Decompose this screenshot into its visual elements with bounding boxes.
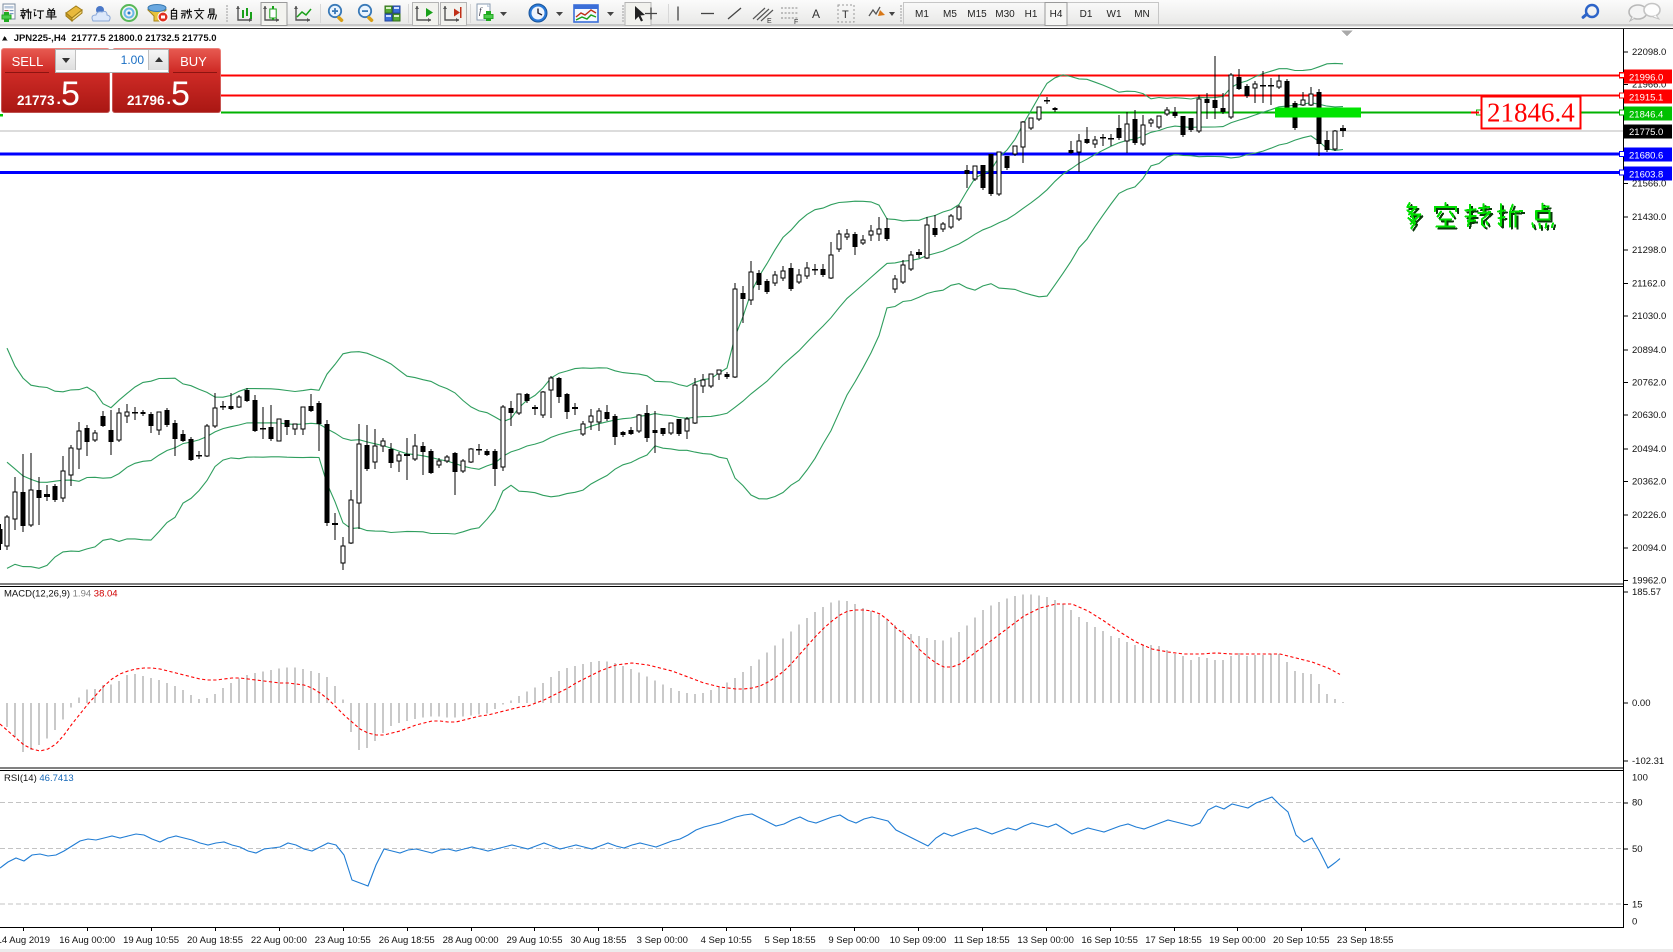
svg-text:5 Sep 18:55: 5 Sep 18:55 [764, 935, 815, 946]
svg-text:20094.0: 20094.0 [1632, 543, 1666, 554]
svg-text:M1: M1 [915, 9, 929, 20]
svg-text:M30: M30 [995, 9, 1015, 20]
svg-text:21966.0: 21966.0 [1632, 80, 1666, 91]
svg-text:22 Aug 00:00: 22 Aug 00:00 [251, 935, 307, 946]
svg-text:22098.0: 22098.0 [1632, 47, 1666, 58]
svg-text:T: T [842, 9, 849, 21]
svg-text:H1: H1 [1025, 9, 1038, 20]
svg-text:RSI(14) 46.7413: RSI(14) 46.7413 [4, 773, 74, 784]
svg-text:M5: M5 [943, 9, 957, 20]
svg-text:MN: MN [1134, 9, 1150, 20]
svg-text:A: A [812, 7, 820, 21]
svg-text:15: 15 [1632, 900, 1643, 911]
svg-text:20894.0: 20894.0 [1632, 345, 1666, 356]
svg-text:17 Sep 18:55: 17 Sep 18:55 [1145, 935, 1202, 946]
svg-text:H4: H4 [1050, 9, 1063, 20]
svg-text:21298.0: 21298.0 [1632, 245, 1666, 256]
svg-text:21680.6: 21680.6 [1629, 151, 1663, 162]
svg-text:21996.0: 21996.0 [1629, 72, 1663, 83]
svg-text:10 Sep 09:00: 10 Sep 09:00 [890, 935, 947, 946]
svg-text:16 Aug 00:00: 16 Aug 00:00 [59, 935, 115, 946]
svg-text:21030.0: 21030.0 [1632, 311, 1666, 322]
svg-text:21846.4: 21846.4 [1629, 110, 1663, 121]
svg-text:20362.0: 20362.0 [1632, 477, 1666, 488]
svg-text:21430.0: 21430.0 [1632, 212, 1666, 223]
svg-text:W1: W1 [1107, 9, 1122, 20]
svg-text:JPN225-,H4 21777.5 21800.0 21: JPN225-,H4 21777.5 21800.0 21732.5 21775… [14, 33, 217, 44]
svg-text:20762.0: 20762.0 [1632, 378, 1666, 389]
svg-text:26 Aug 18:55: 26 Aug 18:55 [379, 935, 435, 946]
svg-text:19 Aug 10:55: 19 Aug 10:55 [123, 935, 179, 946]
svg-text:20 Sep 10:55: 20 Sep 10:55 [1273, 935, 1330, 946]
svg-text:16 Sep 10:55: 16 Sep 10:55 [1081, 935, 1138, 946]
svg-text:F: F [794, 19, 798, 26]
svg-text:23 Aug 10:55: 23 Aug 10:55 [315, 935, 371, 946]
svg-text:14 Aug 2019: 14 Aug 2019 [0, 935, 50, 946]
svg-text:21775.0: 21775.0 [1629, 127, 1663, 138]
svg-text:f: f [479, 6, 483, 16]
svg-text:100: 100 [1632, 773, 1648, 784]
svg-text:3 Sep 00:00: 3 Sep 00:00 [637, 935, 688, 946]
svg-text:19962.0: 19962.0 [1632, 576, 1666, 587]
svg-text:21162.0: 21162.0 [1632, 279, 1666, 290]
svg-text:21566.0: 21566.0 [1632, 179, 1666, 190]
svg-text:19 Sep 00:00: 19 Sep 00:00 [1209, 935, 1266, 946]
svg-text:23 Sep 18:55: 23 Sep 18:55 [1337, 935, 1394, 946]
svg-text:M15: M15 [967, 9, 987, 20]
svg-text:4 Sep 10:55: 4 Sep 10:55 [701, 935, 752, 946]
svg-text:9 Sep 00:00: 9 Sep 00:00 [828, 935, 879, 946]
svg-text:0.00: 0.00 [1632, 698, 1651, 709]
svg-text:28 Aug 00:00: 28 Aug 00:00 [443, 935, 499, 946]
svg-text:21846.4: 21846.4 [1487, 98, 1575, 128]
svg-text:MACD(12,26,9) 1.94 38.04: MACD(12,26,9) 1.94 38.04 [4, 589, 118, 600]
svg-text:50: 50 [1632, 844, 1643, 855]
svg-text:20226.0: 20226.0 [1632, 510, 1666, 521]
svg-text:0: 0 [1632, 916, 1637, 927]
svg-text:13 Sep 00:00: 13 Sep 00:00 [1017, 935, 1074, 946]
svg-text:30 Aug 18:55: 30 Aug 18:55 [570, 935, 626, 946]
svg-text:21603.8: 21603.8 [1629, 170, 1663, 181]
svg-text:185.57: 185.57 [1632, 587, 1661, 598]
svg-text:-102.31: -102.31 [1632, 756, 1664, 767]
svg-text:29 Aug 10:55: 29 Aug 10:55 [507, 935, 563, 946]
svg-text:E: E [767, 18, 772, 25]
svg-text:11 Sep 18:55: 11 Sep 18:55 [954, 935, 1010, 946]
svg-text:D1: D1 [1080, 9, 1093, 20]
svg-text:21915.1: 21915.1 [1629, 93, 1663, 104]
svg-text:20630.0: 20630.0 [1632, 410, 1666, 421]
svg-text:20 Aug 18:55: 20 Aug 18:55 [187, 935, 243, 946]
svg-text:20494.0: 20494.0 [1632, 444, 1666, 455]
svg-text:80: 80 [1632, 798, 1643, 809]
